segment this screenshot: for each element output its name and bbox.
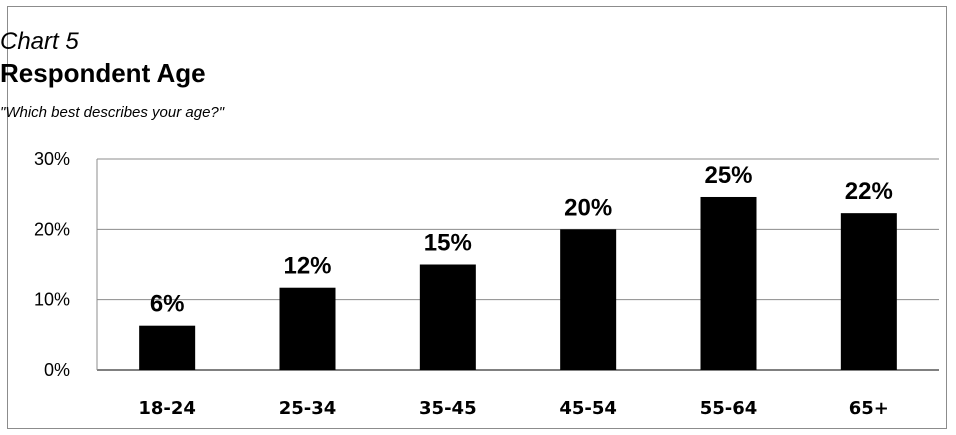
category-label: 65+ bbox=[849, 398, 889, 419]
category-label: 25-34 bbox=[279, 398, 337, 419]
chart-number: Chart 5 bbox=[0, 28, 79, 55]
bar bbox=[139, 325, 196, 370]
y-tick-label: 0% bbox=[44, 360, 70, 380]
category-label: 55-64 bbox=[700, 398, 758, 419]
data-label: 15% bbox=[424, 230, 472, 257]
y-tick-label: 30% bbox=[34, 149, 70, 169]
data-label: 6% bbox=[150, 291, 185, 318]
chart-subtitle: "Which best describes your age?" bbox=[0, 104, 225, 121]
bar bbox=[419, 264, 476, 370]
bar bbox=[560, 229, 617, 370]
category-label: 35-45 bbox=[419, 398, 477, 419]
category-label: 18-24 bbox=[138, 398, 196, 419]
category-label: 45-54 bbox=[559, 398, 617, 419]
bar bbox=[279, 287, 336, 370]
data-label: 20% bbox=[564, 194, 612, 221]
y-tick-label: 20% bbox=[34, 219, 70, 239]
y-tick-label: 10% bbox=[34, 290, 70, 310]
data-label: 22% bbox=[845, 178, 893, 205]
chart-title: Respondent Age bbox=[0, 58, 206, 88]
data-label: 12% bbox=[283, 253, 331, 280]
bar bbox=[840, 213, 897, 370]
bar bbox=[700, 196, 757, 370]
data-label: 25% bbox=[704, 162, 752, 189]
